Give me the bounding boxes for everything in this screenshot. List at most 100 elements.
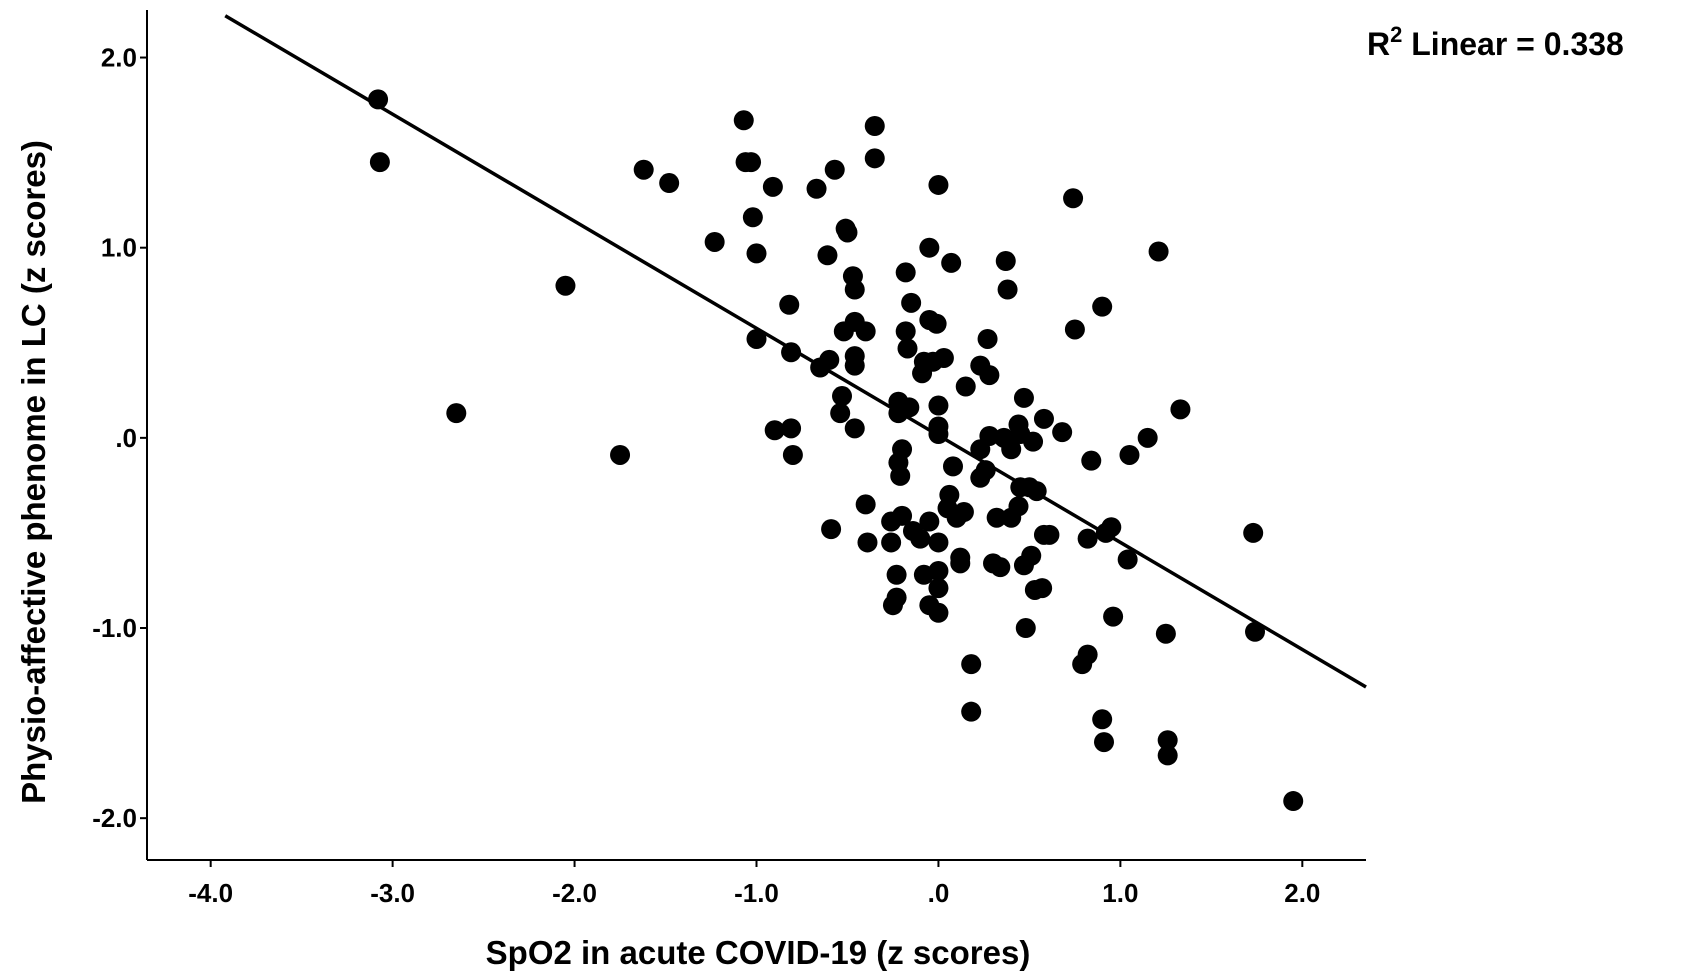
data-point	[1077, 528, 1098, 549]
data-point	[979, 425, 1000, 446]
data-point	[939, 484, 960, 505]
data-point	[746, 328, 767, 349]
data-point	[1001, 439, 1022, 460]
data-point	[742, 207, 763, 228]
data-point	[1032, 578, 1053, 599]
data-point	[933, 347, 954, 368]
data-point	[990, 557, 1011, 578]
data-points	[368, 89, 1304, 812]
data-point	[928, 560, 949, 581]
data-point	[919, 511, 940, 532]
data-point	[928, 395, 949, 416]
data-point	[733, 110, 754, 131]
data-point	[942, 456, 963, 477]
data-point	[1092, 296, 1113, 317]
y-tick-label: -2.0	[92, 803, 137, 833]
data-point	[1137, 427, 1158, 448]
data-point	[892, 439, 913, 460]
x-tick-label: 2.0	[1284, 878, 1320, 908]
data-point	[446, 403, 467, 424]
x-tick-label: -2.0	[552, 878, 597, 908]
regression-line	[224, 14, 1367, 689]
data-point	[746, 243, 767, 264]
data-point	[886, 587, 907, 608]
data-point	[1077, 644, 1098, 665]
x-tick-label: -3.0	[370, 878, 415, 908]
data-point	[926, 313, 947, 334]
data-point	[857, 532, 878, 553]
data-point	[979, 365, 1000, 386]
data-point	[886, 564, 907, 585]
x-tick-label: -1.0	[734, 878, 779, 908]
data-point	[782, 444, 803, 465]
data-point	[779, 294, 800, 315]
data-point	[910, 528, 931, 549]
data-point	[855, 494, 876, 515]
data-point	[995, 251, 1016, 272]
data-point	[1023, 431, 1044, 452]
data-point	[844, 279, 865, 300]
data-point	[659, 173, 680, 194]
axes	[146, 10, 1366, 861]
data-point	[928, 532, 949, 553]
r-squared-annotation: R2 Linear = 0.338	[1367, 22, 1624, 62]
data-point	[1119, 444, 1140, 465]
tick-labels: -4.0 -3.0 -2.0 -1.0 .0 1.0 2.0 -2.0 -1.0 .0 1.0 2.0	[92, 43, 1320, 908]
x-axis-title: SpO2 in acute COVID-19 (z scores)	[486, 934, 1031, 971]
data-point	[781, 418, 802, 439]
data-point	[821, 519, 842, 540]
data-point	[741, 152, 762, 173]
y-tick-label: 2.0	[101, 43, 137, 73]
y-axis-title: Physio-affective phenome in LC (z scores…	[15, 140, 52, 804]
x-tick-label: 1.0	[1102, 878, 1138, 908]
data-point	[817, 245, 838, 266]
data-point	[950, 553, 971, 574]
data-point	[1245, 621, 1266, 642]
data-point	[369, 152, 390, 173]
data-point	[892, 505, 913, 526]
data-point	[961, 701, 982, 722]
data-point	[1052, 422, 1073, 443]
data-point	[928, 602, 949, 623]
data-point	[1013, 387, 1034, 408]
data-point	[901, 292, 922, 313]
data-point	[855, 321, 876, 342]
data-point	[830, 403, 851, 424]
data-point	[1063, 188, 1084, 209]
data-point	[633, 159, 654, 180]
data-point	[1170, 399, 1191, 420]
data-point	[955, 376, 976, 397]
data-point	[844, 355, 865, 376]
data-point	[1064, 319, 1085, 340]
data-point	[837, 222, 858, 243]
data-point	[1103, 606, 1124, 627]
data-point	[1008, 496, 1029, 517]
data-point	[1283, 791, 1304, 812]
data-point	[1015, 618, 1036, 639]
data-point	[864, 115, 885, 136]
data-point	[953, 502, 974, 523]
data-point	[824, 159, 845, 180]
data-point	[986, 507, 1007, 528]
data-point	[1243, 522, 1264, 543]
data-point	[881, 532, 902, 553]
data-point	[806, 178, 827, 199]
x-tick-label: .0	[928, 878, 950, 908]
data-point	[864, 148, 885, 169]
data-point	[961, 654, 982, 675]
r2-superscript: 2	[1390, 22, 1402, 47]
r2-text: Linear = 0.338	[1402, 26, 1623, 62]
y-tick-label: 1.0	[101, 233, 137, 263]
data-point	[1157, 745, 1178, 766]
data-point	[928, 174, 949, 195]
data-point	[897, 338, 918, 359]
data-point	[1021, 545, 1042, 566]
data-point	[844, 418, 865, 439]
y-tick-label: .0	[115, 423, 137, 453]
y-tick-label: -1.0	[92, 613, 137, 643]
data-point	[997, 279, 1018, 300]
data-point	[941, 252, 962, 273]
data-point	[762, 176, 783, 197]
data-point	[764, 420, 785, 441]
